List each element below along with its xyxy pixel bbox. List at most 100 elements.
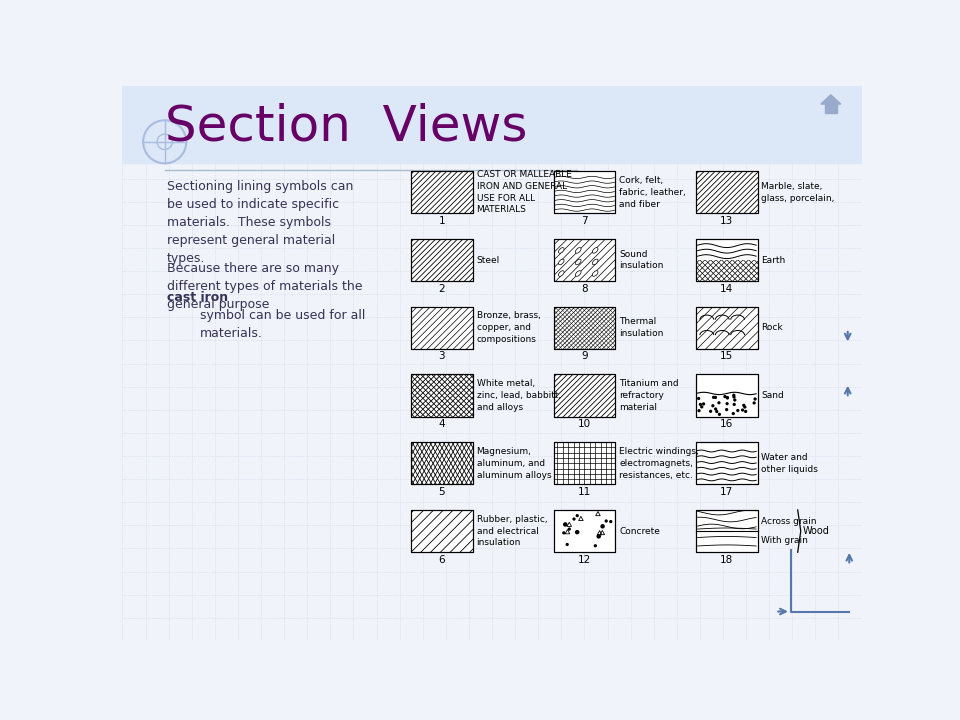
- Circle shape: [718, 413, 720, 415]
- Text: 16: 16: [720, 419, 733, 429]
- Bar: [554, 374, 615, 417]
- Ellipse shape: [592, 271, 598, 276]
- Circle shape: [576, 515, 578, 516]
- Text: Sand: Sand: [761, 391, 784, 400]
- Circle shape: [744, 406, 746, 408]
- Text: 15: 15: [720, 351, 733, 361]
- Bar: [411, 510, 472, 552]
- Text: White metal,
zinc, lead, babbitt,
and alloys: White metal, zinc, lead, babbitt, and al…: [476, 379, 561, 412]
- Circle shape: [726, 409, 728, 410]
- Circle shape: [743, 405, 745, 406]
- Bar: [696, 442, 757, 485]
- Bar: [696, 307, 757, 349]
- Ellipse shape: [559, 271, 564, 276]
- Circle shape: [732, 395, 734, 396]
- Circle shape: [566, 544, 568, 545]
- Text: Sound
insulation: Sound insulation: [619, 250, 663, 271]
- Circle shape: [754, 402, 756, 404]
- Bar: [411, 442, 472, 485]
- Bar: [696, 510, 757, 552]
- Bar: [411, 239, 472, 282]
- Text: Bronze, brass,
copper, and
compositions: Bronze, brass, copper, and compositions: [476, 312, 540, 344]
- Bar: [411, 171, 472, 213]
- Bar: [554, 171, 615, 213]
- Bar: [696, 171, 757, 213]
- Bar: [411, 307, 472, 349]
- Bar: [411, 442, 472, 485]
- Circle shape: [563, 532, 564, 534]
- Text: 7: 7: [581, 216, 588, 226]
- Bar: [696, 239, 757, 282]
- Text: 18: 18: [720, 554, 733, 564]
- Circle shape: [724, 396, 726, 397]
- Text: 9: 9: [581, 351, 588, 361]
- Text: Thermal
insulation: Thermal insulation: [619, 318, 663, 338]
- Circle shape: [718, 402, 720, 404]
- Circle shape: [601, 525, 604, 528]
- Text: 2: 2: [439, 284, 445, 294]
- Bar: [411, 171, 472, 213]
- Circle shape: [714, 408, 716, 410]
- Bar: [554, 239, 615, 282]
- Text: Marble, slate,
glass, porcelain,: Marble, slate, glass, porcelain,: [761, 182, 835, 202]
- Ellipse shape: [559, 248, 564, 253]
- Bar: [554, 442, 615, 485]
- Text: Section  Views: Section Views: [165, 102, 527, 150]
- Bar: [411, 239, 472, 282]
- Circle shape: [712, 397, 714, 398]
- Ellipse shape: [559, 259, 564, 265]
- Circle shape: [726, 402, 728, 405]
- Circle shape: [698, 397, 700, 400]
- Bar: [411, 510, 472, 552]
- Circle shape: [727, 397, 729, 398]
- Text: 8: 8: [581, 284, 588, 294]
- Text: Wood: Wood: [803, 526, 829, 536]
- Circle shape: [605, 520, 607, 522]
- Bar: [554, 307, 615, 349]
- Text: 10: 10: [578, 419, 591, 429]
- Text: 11: 11: [578, 487, 591, 497]
- Bar: [411, 374, 472, 417]
- Circle shape: [745, 410, 747, 413]
- Circle shape: [568, 528, 570, 530]
- Circle shape: [597, 535, 600, 538]
- Bar: [696, 374, 757, 417]
- Text: 4: 4: [439, 419, 445, 429]
- Text: Cork, felt,
fabric, leather,
and fiber: Cork, felt, fabric, leather, and fiber: [619, 176, 685, 209]
- Ellipse shape: [592, 259, 598, 265]
- Circle shape: [755, 398, 756, 400]
- Circle shape: [714, 397, 716, 398]
- Circle shape: [737, 410, 738, 411]
- Bar: [411, 307, 472, 349]
- Bar: [696, 239, 757, 282]
- Text: Magnesium,
aluminum, and
aluminum alloys: Magnesium, aluminum, and aluminum alloys: [476, 447, 551, 480]
- Text: 5: 5: [439, 487, 445, 497]
- Circle shape: [594, 545, 596, 546]
- Text: Across grain: Across grain: [761, 517, 817, 526]
- Text: Titanium and
refractory
material: Titanium and refractory material: [619, 379, 679, 412]
- Bar: [123, 86, 861, 163]
- Bar: [825, 104, 837, 113]
- Circle shape: [733, 396, 735, 398]
- Circle shape: [610, 521, 612, 523]
- Text: 13: 13: [720, 216, 733, 226]
- Text: 1: 1: [439, 216, 445, 226]
- Bar: [696, 510, 757, 552]
- Circle shape: [733, 403, 735, 405]
- Bar: [554, 510, 615, 552]
- Polygon shape: [821, 95, 841, 104]
- Bar: [696, 374, 757, 417]
- Text: Concrete: Concrete: [619, 526, 660, 536]
- Circle shape: [742, 409, 743, 411]
- Circle shape: [701, 406, 703, 408]
- Bar: [554, 510, 615, 552]
- Bar: [696, 442, 757, 485]
- Circle shape: [700, 403, 702, 405]
- Text: 14: 14: [720, 284, 733, 294]
- Circle shape: [733, 399, 735, 401]
- Circle shape: [573, 518, 575, 520]
- Ellipse shape: [592, 248, 598, 253]
- Text: Because there are so many
different types of materials the
general purpose: Because there are so many different type…: [167, 262, 363, 311]
- Text: Sectioning lining symbols can
be used to indicate specific
materials.  These sym: Sectioning lining symbols can be used to…: [167, 180, 353, 266]
- Text: 12: 12: [578, 554, 591, 564]
